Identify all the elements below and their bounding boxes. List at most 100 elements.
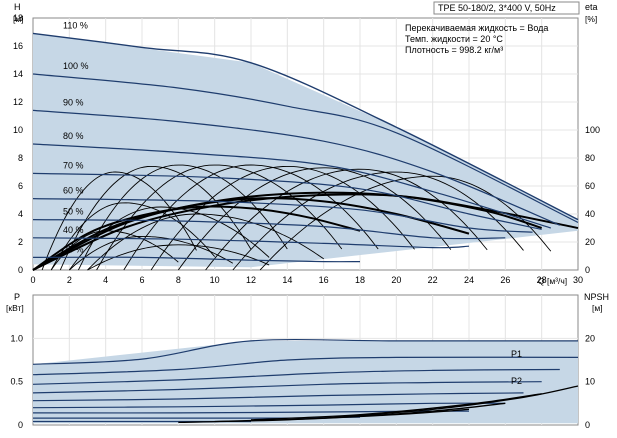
fluid-info-density: Плотность = 998.2 кг/м³ [405, 45, 503, 55]
efficiency-curve [32, 197, 470, 271]
head-curve [32, 109, 561, 226]
x-tick-label: 2 [67, 275, 72, 285]
x-tick-label: 16 [319, 275, 329, 285]
series-label-p2: P2 [511, 376, 522, 386]
speed-label: 100 % [63, 61, 89, 71]
y-tick-label: 10 [13, 125, 23, 135]
x-tick-label: 20 [391, 275, 401, 285]
x-tick-label: 30 [573, 275, 583, 285]
head-curve [32, 237, 470, 249]
power-tick-label: 0.5 [10, 377, 23, 387]
power-curve [32, 402, 506, 409]
power-axis-unit: [кВт] [6, 303, 24, 313]
efficiency-arc [87, 213, 324, 271]
head-axis-unit: [м] [13, 14, 24, 24]
y-tick-label: 8 [18, 153, 23, 163]
y-tick-label: 4 [18, 209, 23, 219]
x-tick-label: 8 [176, 275, 181, 285]
speed-label: 25 % [63, 244, 84, 254]
npsh-axis-unit: [м] [592, 303, 603, 313]
x-tick-label: 12 [246, 275, 256, 285]
flow-axis-label: Q [м³/ч] [538, 276, 567, 286]
head-curve-panel: 0 2 4 6 8 10 12 14 16 18 20 22 24 26 28 300246810121416… [13, 1, 600, 286]
efficiency-curve [32, 191, 542, 271]
eta-tick-label: 0 [585, 265, 590, 275]
y-tick-label: 14 [13, 69, 23, 79]
eta-tick-label: 40 [585, 209, 595, 219]
y-tick-label: 0 [18, 265, 23, 275]
y-tick-label: 18 [13, 13, 23, 23]
efficiency-curves [32, 164, 579, 271]
efficiency-arc [232, 171, 524, 271]
head-axis-ticks: 0 2 4 6 8 10 12 14 16 18 20 22 24 26 28 300246810121416… [13, 13, 600, 285]
head-curve [32, 256, 361, 263]
power-axis-label: P [14, 292, 20, 302]
npsh-tick-label: 0 [585, 420, 590, 430]
head-curve [32, 73, 579, 223]
x-tick-label: 24 [464, 275, 474, 285]
x-tick-label: 0 [30, 275, 35, 285]
x-tick-label: 6 [139, 275, 144, 285]
power-axis-ticks: 0 0.5 1.0 0 10 20 [10, 333, 595, 430]
x-tick-label: 18 [355, 275, 365, 285]
efficiency-arc [50, 202, 216, 271]
speed-label: 60 % [63, 186, 84, 196]
x-tick-label: 14 [282, 275, 292, 285]
x-tick-label: 4 [103, 275, 108, 285]
x-tick-label: 10 [210, 275, 220, 285]
speed-labels: 110 % 100 % 90 % 80 % 70 % 60 % 50 % 40 % 25 % [63, 20, 89, 254]
efficiency-arc [87, 244, 270, 271]
npsh-axis-label: NPSH [584, 292, 609, 302]
npsh-curve [250, 393, 542, 421]
speed-label: 110 % [63, 20, 88, 30]
power-curve [32, 356, 579, 376]
y-tick-label: 12 [13, 97, 23, 107]
power-curve [32, 338, 578, 365]
pump-title: TPE 50-180/2, 3*400 V, 50Hz [438, 3, 556, 13]
fluid-info-temperature: Темп. жидкости = 20 °C [405, 34, 503, 44]
head-axis-label: H [14, 2, 21, 12]
speed-label: 70 % [63, 160, 84, 170]
eta-axis-unit: [%] [585, 14, 597, 24]
y-tick-label: 2 [18, 237, 23, 247]
efficiency-arc [96, 164, 343, 271]
power-curve [32, 368, 560, 385]
fluid-info-medium: Перекачиваемая жидкость = Вода [405, 23, 548, 33]
x-tick-label: 22 [428, 275, 438, 285]
x-tick-label: 26 [500, 275, 510, 285]
eta-axis-label: eta [585, 2, 598, 12]
power-curve [32, 392, 524, 402]
speed-label: 40 % [63, 225, 84, 235]
speed-label: 80 % [63, 131, 84, 141]
power-tick-label: 0 [18, 420, 23, 430]
head-curve [32, 219, 506, 240]
x-tick-label: 28 [537, 275, 547, 285]
efficiency-arc [69, 235, 234, 271]
pump-title-box [433, 1, 580, 15]
series-label-p1: P1 [511, 349, 522, 359]
efficiency-arc [259, 175, 552, 271]
eta-tick-label: 100 [585, 125, 600, 135]
eta-tick-label: 20 [585, 237, 595, 247]
npsh-tick-label: 20 [585, 333, 595, 343]
head-curve [32, 172, 542, 230]
y-tick-label: 16 [13, 41, 23, 51]
head-curve [32, 198, 533, 233]
power-npsh-panel: 0 0.5 1.0 0 10 20 P [кВт] NPSH [м] P1 P2 [6, 292, 609, 430]
speed-label: 90 % [63, 97, 84, 107]
power-curves [32, 338, 579, 424]
efficiency-curve [32, 193, 579, 271]
npsh-curve [323, 385, 579, 419]
npsh-tick-label: 10 [585, 377, 595, 387]
y-tick-label: 6 [18, 181, 23, 191]
head-curve [32, 32, 579, 221]
eta-tick-label: 80 [585, 153, 595, 163]
power-curve [32, 381, 542, 394]
efficiency-arc [78, 164, 288, 271]
npsh-curve [178, 408, 470, 424]
head-curves [32, 32, 579, 263]
efficiency-curve [32, 205, 361, 271]
power-tick-label: 1.0 [10, 333, 23, 343]
